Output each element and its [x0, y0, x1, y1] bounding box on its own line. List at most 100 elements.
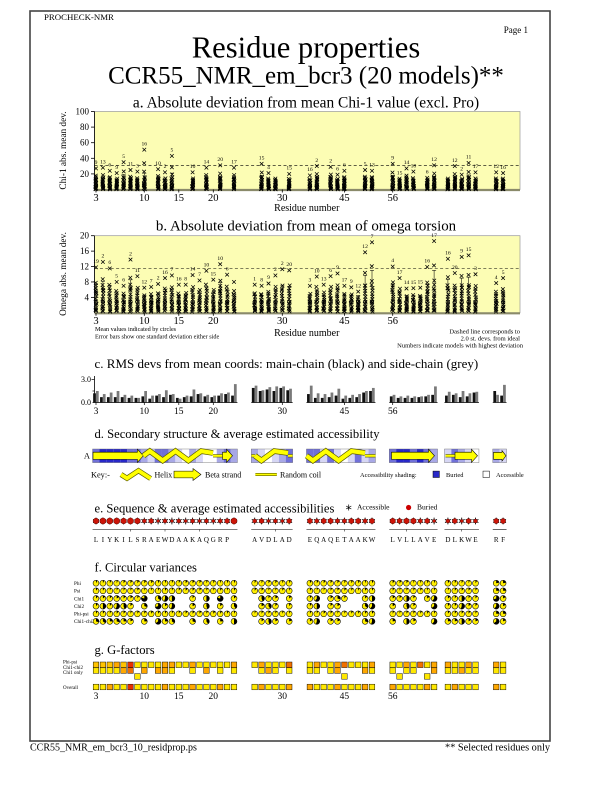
svg-text:D: D: [266, 536, 271, 544]
svg-text:L: L: [94, 536, 98, 544]
svg-text:4: 4: [267, 165, 270, 171]
svg-text:0.0: 0.0: [81, 398, 91, 407]
svg-text:Accessible: Accessible: [496, 472, 524, 479]
svg-text:9: 9: [391, 155, 394, 161]
svg-text:Overall: Overall: [63, 686, 79, 691]
svg-text:P: P: [225, 536, 229, 544]
svg-text:15: 15: [259, 155, 265, 161]
svg-text:8: 8: [184, 276, 187, 282]
svg-text:2: 2: [281, 261, 284, 267]
svg-text:Chi1-chi2: Chi1-chi2: [63, 666, 83, 671]
svg-text:D: D: [287, 536, 292, 544]
svg-text:13: 13: [321, 276, 327, 282]
svg-text:Numbers indicate models with h: Numbers indicate models with highest dev…: [397, 343, 524, 350]
svg-text:4: 4: [495, 275, 498, 281]
svg-text:40: 40: [80, 153, 90, 163]
svg-text:6: 6: [108, 162, 111, 168]
svg-text:56: 56: [388, 407, 398, 417]
svg-text:E: E: [473, 536, 477, 544]
svg-text:7: 7: [171, 267, 174, 273]
svg-text:17: 17: [473, 164, 479, 170]
svg-text:17: 17: [342, 278, 348, 284]
svg-text:12: 12: [493, 164, 499, 170]
svg-text:14: 14: [404, 280, 410, 286]
svg-text:15: 15: [466, 247, 472, 253]
svg-text:4: 4: [391, 258, 394, 264]
svg-text:Accessibility shading:: Accessibility shading:: [360, 472, 417, 479]
svg-text:56: 56: [387, 316, 398, 327]
svg-text:E: E: [432, 536, 436, 544]
svg-text:a. Absolute deviation from mea: a. Absolute deviation from mean Chi-1 va…: [133, 95, 479, 112]
svg-text:PROCHECK-NMR: PROCHECK-NMR: [44, 12, 114, 22]
svg-text:12: 12: [362, 244, 368, 250]
svg-text:16: 16: [445, 251, 451, 257]
svg-text:Residue number: Residue number: [274, 203, 340, 214]
svg-text:6: 6: [426, 170, 429, 176]
svg-text:6: 6: [343, 162, 346, 168]
svg-text:17: 17: [431, 233, 437, 239]
svg-text:12: 12: [80, 262, 89, 272]
svg-text:R: R: [142, 536, 147, 544]
svg-text:Page 1: Page 1: [504, 25, 528, 35]
svg-text:12: 12: [355, 283, 361, 289]
svg-text:14: 14: [190, 267, 196, 273]
svg-text:20: 20: [217, 157, 223, 163]
svg-text:4: 4: [85, 292, 90, 302]
svg-text:3: 3: [136, 163, 139, 169]
svg-text:b. Absolute deviation from mea: b. Absolute deviation from mean of omega…: [156, 219, 457, 235]
svg-text:T: T: [342, 536, 347, 544]
svg-text:K: K: [114, 536, 119, 544]
svg-text:W: W: [465, 536, 472, 544]
svg-text:K: K: [363, 536, 368, 544]
svg-text:Q: Q: [328, 536, 333, 544]
svg-text:2: 2: [129, 251, 132, 257]
svg-text:45: 45: [340, 407, 350, 417]
svg-text:L: L: [391, 536, 395, 544]
svg-text:3: 3: [309, 278, 312, 284]
svg-text:Buried: Buried: [417, 503, 438, 512]
svg-text:Helix: Helix: [155, 471, 173, 480]
svg-text:100: 100: [76, 107, 90, 117]
svg-text:L: L: [128, 536, 132, 544]
svg-text:10: 10: [190, 164, 196, 170]
svg-text:20: 20: [208, 316, 219, 327]
svg-text:2: 2: [157, 276, 160, 282]
svg-text:3.0: 3.0: [81, 375, 91, 384]
svg-text:Chi2: Chi2: [74, 604, 84, 610]
svg-text:9: 9: [95, 160, 98, 166]
svg-text:20: 20: [209, 407, 219, 417]
svg-text:10: 10: [217, 256, 223, 262]
svg-text:L: L: [453, 536, 457, 544]
svg-text:12: 12: [431, 157, 437, 163]
svg-text:Residue properties: Residue properties: [192, 31, 421, 65]
svg-text:1: 1: [253, 276, 256, 282]
svg-text:15: 15: [211, 271, 217, 277]
svg-text:A: A: [280, 536, 285, 544]
svg-text:Chi-1 abs. mean dev.: Chi-1 abs. mean dev.: [59, 111, 69, 189]
svg-text:45: 45: [339, 193, 350, 204]
svg-text:3: 3: [93, 193, 98, 204]
svg-text:15: 15: [397, 170, 403, 176]
svg-text:CCR55_NMR_em_bcr3_10_residprop: CCR55_NMR_em_bcr3_10_residprop.ps: [30, 743, 197, 754]
svg-text:11: 11: [128, 162, 134, 168]
svg-text:R: R: [218, 536, 223, 544]
svg-text:Key:-: Key:-: [91, 471, 110, 480]
svg-text:Mean values indicated by circl: Mean values indicated by circles: [95, 326, 177, 333]
svg-text:10: 10: [314, 268, 320, 274]
svg-text:Random coil: Random coil: [280, 471, 322, 480]
svg-text:A: A: [176, 536, 181, 544]
svg-text:L: L: [411, 536, 415, 544]
svg-text:c. RMS devs from mean coords:: c. RMS devs from mean coords: main-chain…: [95, 356, 479, 371]
svg-text:15: 15: [174, 316, 185, 327]
svg-text:15: 15: [174, 407, 184, 417]
svg-text:45: 45: [340, 692, 350, 702]
svg-text:16: 16: [162, 270, 168, 276]
svg-text:20: 20: [209, 692, 219, 702]
svg-text:2: 2: [315, 158, 318, 164]
svg-text:E: E: [335, 536, 339, 544]
svg-text:10: 10: [155, 161, 161, 167]
svg-text:2: 2: [460, 166, 463, 172]
svg-text:V: V: [425, 536, 430, 544]
svg-text:Phi: Phi: [74, 581, 81, 587]
svg-text:Error bars show one standard d: Error bars show one standard deviation e…: [95, 334, 219, 341]
